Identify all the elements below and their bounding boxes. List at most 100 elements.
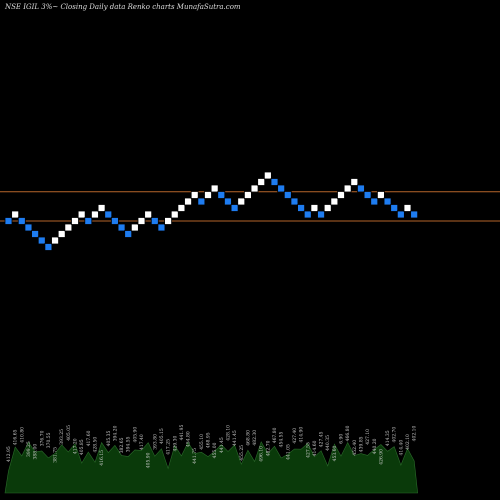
volume-label: 370.55 (46, 432, 52, 448)
volume-label: 402.10 (412, 426, 418, 442)
renko-brick-down (303, 210, 312, 219)
volume-label: 426.90 (378, 449, 384, 465)
renko-brick-down (410, 210, 419, 219)
volume-label: 455.00 (212, 442, 218, 458)
renko-brick-down (111, 217, 119, 225)
renko-brick-down (283, 191, 292, 199)
volume-label: 466.80 (345, 425, 351, 441)
volume-label: 468.95 (206, 432, 212, 448)
volume-label: 428.50 (93, 437, 99, 453)
renko-brick-up (343, 184, 352, 193)
volume-label: 393.25 (59, 429, 65, 445)
volume-label: 417.20 (73, 438, 79, 454)
renko-brick-up (330, 197, 339, 206)
volume-label: 454.55 (279, 432, 285, 448)
renko-brick-down (370, 197, 379, 206)
renko-brick-down (383, 197, 392, 206)
renko-brick-down (117, 223, 126, 232)
volume-label: 427.55 (305, 442, 311, 458)
renko-brick-up (376, 191, 385, 199)
renko-brick-up (237, 197, 246, 206)
volume-label: 414.40 (398, 440, 404, 456)
renko-brick-up (91, 210, 99, 219)
renko-brick-down (150, 217, 159, 225)
volume-label: 428.10 (226, 425, 232, 441)
renko-brick-down (217, 191, 226, 199)
renko-brick-up (177, 204, 186, 212)
volume-label: 439.85 (359, 436, 365, 452)
renko-brick-up (77, 210, 86, 219)
renko-brick-up (51, 236, 59, 245)
volume-label: 452.40 (352, 440, 358, 456)
volume-label: 441.75 (192, 448, 198, 464)
renko-brick-down (44, 243, 53, 251)
volume-label: 405.05 (66, 425, 72, 441)
volume-label: 441.95 (179, 425, 185, 441)
renko-brick-down (37, 236, 46, 245)
volume-label: 427.45 (319, 431, 325, 447)
renko-brick-up (350, 178, 359, 186)
renko-brick-up (210, 184, 219, 193)
volume-area (4, 441, 418, 494)
renko-brick-down (104, 210, 113, 219)
renko-brick-down (197, 197, 206, 206)
volume-label: 405.90 (146, 452, 152, 468)
renko-brick-down (4, 217, 13, 225)
volume-label: 405.90 (132, 427, 138, 443)
renko-brick-up (11, 210, 20, 219)
volume-label: 382.65 (119, 437, 125, 453)
renko-brick-down (297, 204, 306, 212)
renko-brick-down (157, 223, 166, 232)
volume-silhouette (4, 441, 418, 494)
volume-label: 394.20 (112, 425, 118, 441)
volume-label: 410.80 (19, 427, 25, 443)
volume-label: 402.10 (405, 434, 411, 450)
renko-brick-up (310, 204, 319, 212)
renko-brick-up (257, 178, 266, 186)
renko-brick-up (243, 191, 252, 199)
volume-label: 441.45 (232, 430, 238, 446)
renko-brick-up (170, 210, 179, 219)
renko-brick-up (144, 210, 153, 219)
renko-brick-up (164, 217, 173, 225)
renko-brick-up (403, 204, 412, 212)
renko-brick-down (224, 197, 232, 206)
renko-brick-down (357, 184, 365, 193)
renko-brick-down (290, 197, 299, 206)
volume-label: 427.10 (365, 429, 371, 445)
volume-label: 455.25 (239, 445, 245, 461)
volume-label: 416.15 (99, 450, 105, 466)
volume-label: 441.45 (219, 437, 225, 453)
volume-label: 394.55 (126, 436, 132, 452)
renko-bricks (4, 171, 419, 251)
volume-label: 441.05 (285, 444, 291, 460)
volume-label: 417.40 (139, 434, 145, 450)
volume-label: 427.40 (292, 428, 298, 444)
volume-label: 496.10 (259, 446, 265, 462)
renko-brick-up (263, 171, 272, 180)
renko-brick-up (57, 230, 66, 238)
renko-brick-down (390, 204, 399, 212)
volume-label: 399.25 (26, 441, 32, 457)
renko-brick-down (24, 223, 33, 232)
volume-label: 405.35 (106, 431, 112, 447)
volume-label: 381.75 (53, 447, 59, 463)
renko-brick-down (84, 217, 93, 225)
renko-brick-up (137, 217, 146, 225)
renko-brick-up (337, 191, 345, 199)
renko-brick-up (204, 191, 212, 199)
renko-brick-down (230, 204, 239, 212)
volume-label: 6.90 (339, 434, 345, 444)
volume-label: 440.35 (325, 435, 331, 451)
volume-label: 402.70 (392, 427, 398, 443)
renko-brick-up (97, 204, 106, 212)
renko-brick-up (184, 197, 192, 206)
volume-label: 455.10 (199, 434, 205, 450)
renko-brick-up (130, 223, 139, 232)
volume-label: 482.70 (265, 440, 271, 456)
volume-label: 414.90 (299, 427, 305, 443)
